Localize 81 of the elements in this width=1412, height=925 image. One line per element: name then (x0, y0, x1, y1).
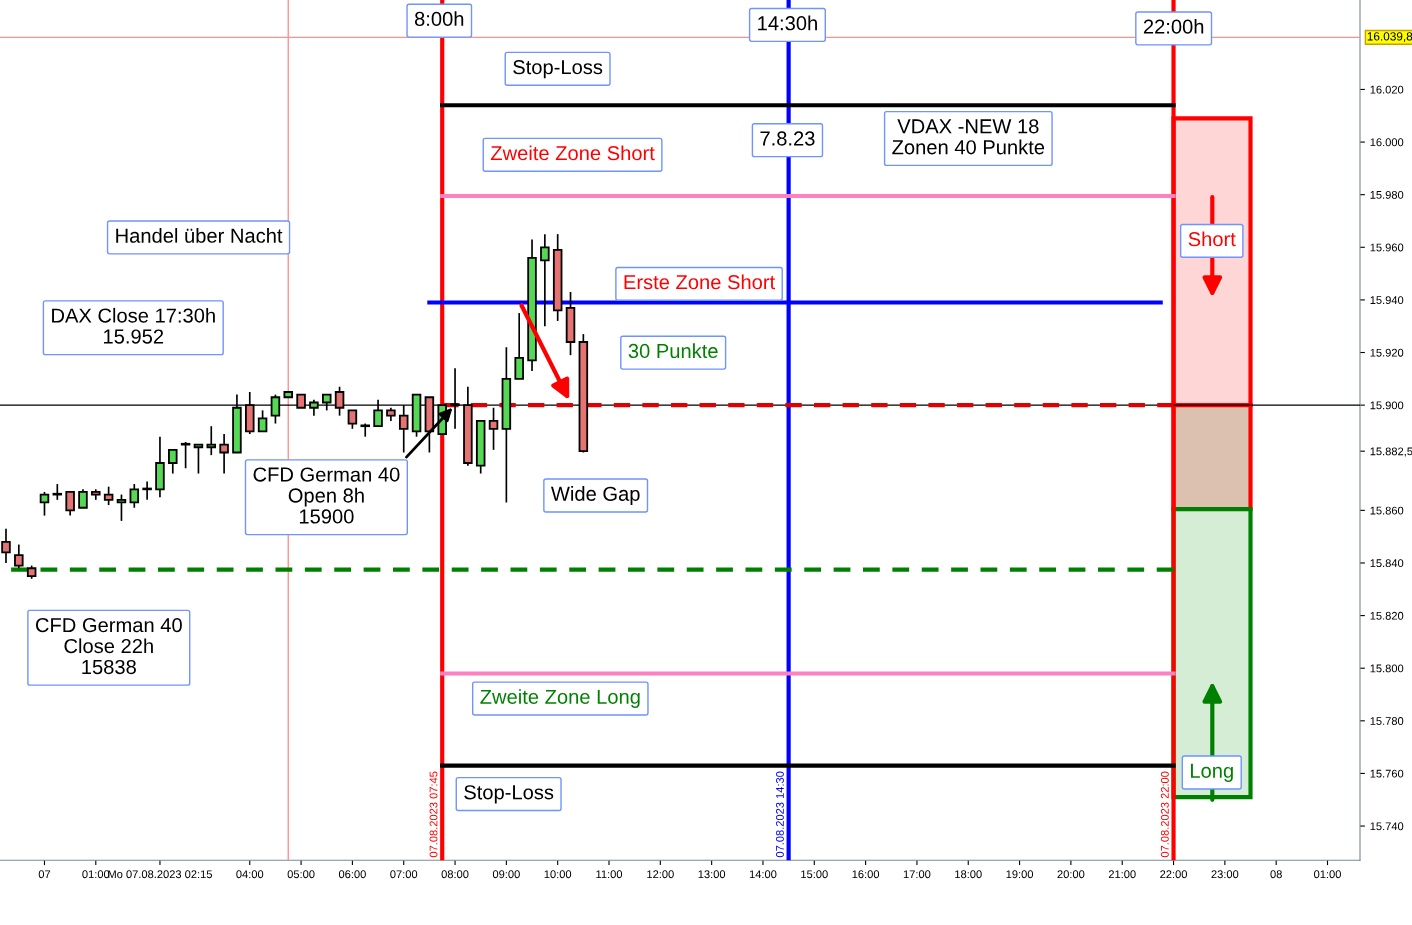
x-tick-label: 12:00 (647, 870, 674, 879)
y-tick-label: 15.980 (1370, 190, 1404, 199)
x-tick-label: 18:00 (955, 870, 982, 879)
x-tick-label: 01:00 (82, 870, 110, 879)
x-tick-label: 14:00 (749, 870, 777, 879)
ref-line-label: 07.08.2023 07:45 (429, 771, 438, 858)
annotation: Handel über Nacht (116, 228, 283, 243)
x-tick-label: 01:00 (1314, 870, 1341, 879)
x-tick-label: Mo 07.08.2023 02:15 (108, 870, 212, 879)
y-tick-label: 15.740 (1370, 822, 1404, 831)
x-tick-label: 04:00 (236, 870, 264, 879)
candlestick (488, 406, 499, 451)
annotation: CFD German 40 Close 22h 15838 (35, 617, 182, 675)
x-tick-label: 23:00 (1211, 870, 1239, 879)
candlestick (206, 425, 217, 456)
y-tick-label: 15.920 (1370, 348, 1404, 357)
ref-line-label: 07.08.2023 14:30 (776, 771, 784, 858)
x-tick-label: 13:00 (698, 870, 726, 879)
x-tick-label: 08:00 (441, 870, 469, 879)
annotation: VDAX -NEW 18 Zonen 40 Punkte (892, 119, 1045, 155)
candlestick (193, 443, 204, 475)
x-tick-label: 07:00 (390, 870, 418, 879)
candlestick (1, 527, 11, 564)
candlestick (14, 543, 24, 570)
annotation: DAX Close 17:30h 15.952 (52, 307, 215, 344)
x-tick-label: 19:00 (1006, 870, 1034, 879)
candlestick (257, 409, 268, 433)
candlestick (142, 480, 152, 501)
annotation: Short (1188, 231, 1236, 247)
x-tick-label: 22:00 (1160, 870, 1187, 879)
x-tick-label: 11:00 (596, 870, 623, 879)
candlestick (514, 312, 524, 380)
candlestick (39, 491, 50, 517)
ref-line-label: 16.039,8 (1367, 32, 1412, 42)
ref-line-label: 07.08.2023 22:00 (1160, 771, 1169, 858)
candlestick (65, 491, 75, 517)
annotation: 14:30h (758, 15, 817, 31)
candlestick (116, 493, 127, 522)
x-tick-label: 05:00 (287, 870, 315, 879)
annotation: Stop-Loss (513, 59, 603, 79)
candlestick (347, 409, 358, 430)
candlestick (540, 233, 550, 328)
annotation: Zweite Zone Short (490, 145, 655, 161)
x-tick-label: 06:00 (338, 870, 366, 879)
candlestick (129, 483, 140, 509)
candlestick (103, 485, 114, 506)
annotation: 22:00h (1143, 19, 1204, 34)
y-tick-label: 15.820 (1370, 611, 1404, 620)
y-tick-label: 15.800 (1370, 664, 1404, 673)
x-tick-label: 10:00 (544, 870, 572, 879)
x-tick-label: 20:00 (1057, 870, 1085, 879)
annotation: 30 Punkte (628, 343, 718, 359)
x-tick-label: 17:00 (903, 870, 931, 879)
annotation: Erste Zone Short (624, 274, 776, 290)
y-tick-label: 15.960 (1370, 243, 1404, 252)
annotation: Stop-Loss (464, 785, 554, 804)
candlestick (360, 422, 370, 438)
x-tick-label: 16:00 (852, 870, 880, 879)
y-tick-label: 15.780 (1370, 717, 1404, 725)
annotation: Wide Gap (551, 486, 640, 505)
candlestick (219, 433, 229, 475)
annotation: 7.8.23 (760, 131, 815, 146)
x-tick-label: 21:00 (1108, 870, 1136, 879)
x-tick-label: 07 (38, 870, 51, 879)
annotation: Zweite Zone Long (480, 689, 640, 708)
y-tick-label: 15.760 (1370, 769, 1404, 778)
y-tick-label: 16.000 (1370, 138, 1404, 147)
y-tick-label: 15.940 (1370, 296, 1404, 305)
candlestick (78, 488, 88, 509)
x-tick-label: 09:00 (492, 870, 520, 879)
annotation: Long (1191, 763, 1233, 782)
y-tick-label: 16.020 (1370, 85, 1404, 94)
y-tick-label: 15.840 (1370, 559, 1404, 568)
annotation: 8:00h (414, 11, 464, 27)
y-tick-label: 15.860 (1370, 506, 1404, 515)
candlestick (168, 448, 178, 475)
x-tick-label: 15:00 (801, 870, 828, 879)
annotation: CFD German 40 Open 8h 15900 (253, 467, 400, 524)
x-tick-label: 08 (1270, 870, 1282, 879)
y-tick-label: 15.900 (1370, 401, 1404, 410)
y-tick-label: 15.882,5 (1370, 447, 1412, 457)
